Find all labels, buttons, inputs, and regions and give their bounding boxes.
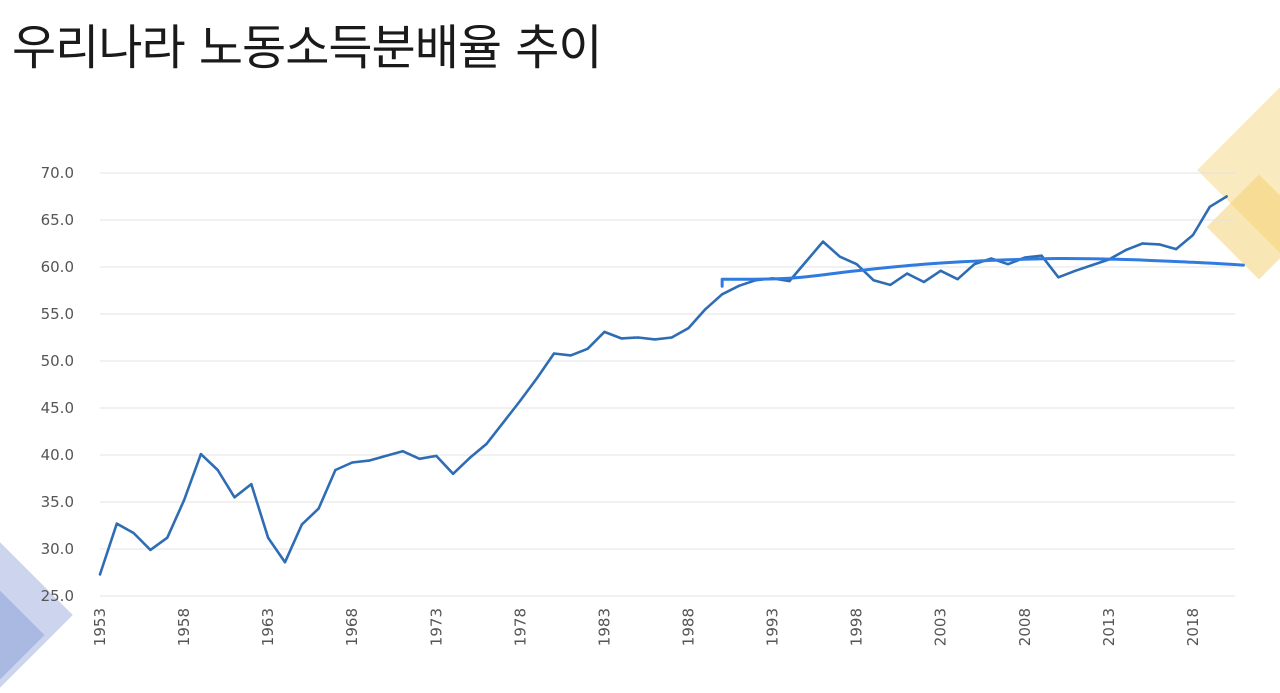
- x-tick-label: 2018: [1184, 608, 1202, 646]
- y-tick-label: 40.0: [41, 446, 74, 464]
- data-point: [872, 278, 875, 282]
- data-point: [115, 522, 119, 525]
- data-point: [485, 442, 488, 445]
- data-point: [250, 482, 253, 486]
- y-tick-label: 35.0: [41, 493, 74, 511]
- data-point: [1040, 254, 1043, 257]
- data-point: [670, 336, 673, 339]
- x-tick-label: 1983: [595, 608, 613, 646]
- x-tick-label: 1998: [848, 608, 866, 646]
- data-point: [149, 548, 152, 552]
- x-tick-label: 1978: [511, 608, 529, 646]
- data-point: [821, 240, 825, 243]
- data-point: [586, 347, 589, 350]
- y-tick-label: 70.0: [41, 164, 74, 182]
- data-point: [1090, 263, 1094, 267]
- data-point: [535, 376, 539, 380]
- data-point: [788, 279, 791, 283]
- data-point: [1208, 205, 1211, 209]
- data-point: [855, 262, 858, 266]
- y-tick-label: 65.0: [41, 211, 74, 229]
- data-point: [973, 262, 976, 266]
- data-point: [1057, 276, 1060, 279]
- y-tick-label: 25.0: [41, 587, 74, 605]
- data-point: [1225, 195, 1228, 198]
- data-point: [653, 338, 657, 341]
- data-point: [905, 272, 909, 275]
- slide-title: 우리나라 노동소득분배율 추이: [12, 20, 603, 76]
- data-point: [384, 454, 388, 458]
- data-point: [620, 337, 623, 340]
- data-point: [704, 308, 707, 311]
- y-tick-label: 60.0: [41, 258, 74, 276]
- data-point: [720, 293, 724, 296]
- data-point: [1006, 262, 1010, 266]
- y-tick-label: 30.0: [41, 540, 74, 558]
- data-point: [552, 352, 556, 355]
- data-point: [351, 461, 354, 464]
- data-point: [1191, 233, 1195, 237]
- data-point: [1158, 243, 1161, 246]
- y-tick-label: 55.0: [41, 305, 74, 323]
- x-tick-label: 1968: [343, 608, 361, 646]
- data-point: [939, 269, 942, 272]
- data-point: [636, 336, 640, 339]
- x-tick-label: 2013: [1100, 608, 1118, 646]
- x-tick-label: 1958: [175, 608, 193, 646]
- grid-lines: [100, 172, 1235, 597]
- x-tick-label: 1963: [259, 608, 277, 646]
- x-tick-label: 1953: [91, 608, 109, 646]
- series-line-labor-share: [98, 195, 1228, 576]
- data-point: [199, 452, 203, 456]
- data-point: [603, 330, 606, 334]
- data-point: [401, 450, 404, 453]
- x-tick-label: 1973: [427, 608, 445, 646]
- data-point: [334, 468, 337, 472]
- data-point: [182, 498, 186, 502]
- x-tick-label: 1988: [680, 608, 698, 646]
- y-axis-ticks: 25.0 30.0 35.0 40.0 45.0 50.0 55.0 60.0 65.0 70.0: [41, 164, 74, 605]
- data-point: [838, 255, 842, 258]
- trend-annotation-line: [720, 256, 1245, 288]
- data-point: [317, 507, 320, 510]
- data-point: [956, 278, 959, 281]
- data-point: [889, 283, 892, 287]
- x-tick-label: 2003: [932, 608, 950, 646]
- data-point: [132, 531, 135, 535]
- data-point: [300, 523, 303, 526]
- data-point: [451, 472, 455, 475]
- x-tick-label: 2008: [1016, 608, 1034, 646]
- data-point: [367, 459, 371, 462]
- data-point: [216, 468, 219, 472]
- x-axis-ticks: 1953 1958 1963 1968 1973 1978 1983 1988 1993 1998…: [91, 608, 1202, 646]
- data-point: [418, 457, 421, 460]
- data-point: [502, 420, 505, 424]
- y-tick-label: 50.0: [41, 352, 74, 370]
- data-point: [1174, 247, 1178, 251]
- data-point: [737, 284, 741, 287]
- data-point: [1124, 248, 1127, 252]
- data-point: [233, 496, 236, 499]
- data-point: [1074, 269, 1077, 272]
- x-tick-label: 1993: [764, 608, 782, 646]
- data-point: [519, 399, 522, 402]
- data-point: [435, 454, 438, 458]
- data-point: [569, 354, 573, 357]
- data-point: [283, 560, 287, 564]
- data-point: [98, 573, 102, 576]
- data-point: [805, 260, 808, 263]
- data-point: [468, 456, 472, 460]
- data-point: [1141, 242, 1144, 245]
- data-point: [922, 280, 926, 284]
- data-point: [266, 536, 270, 539]
- data-point: [166, 536, 169, 539]
- data-point: [687, 326, 690, 330]
- y-tick-label: 45.0: [41, 399, 74, 417]
- series-layer: [98, 195, 1245, 576]
